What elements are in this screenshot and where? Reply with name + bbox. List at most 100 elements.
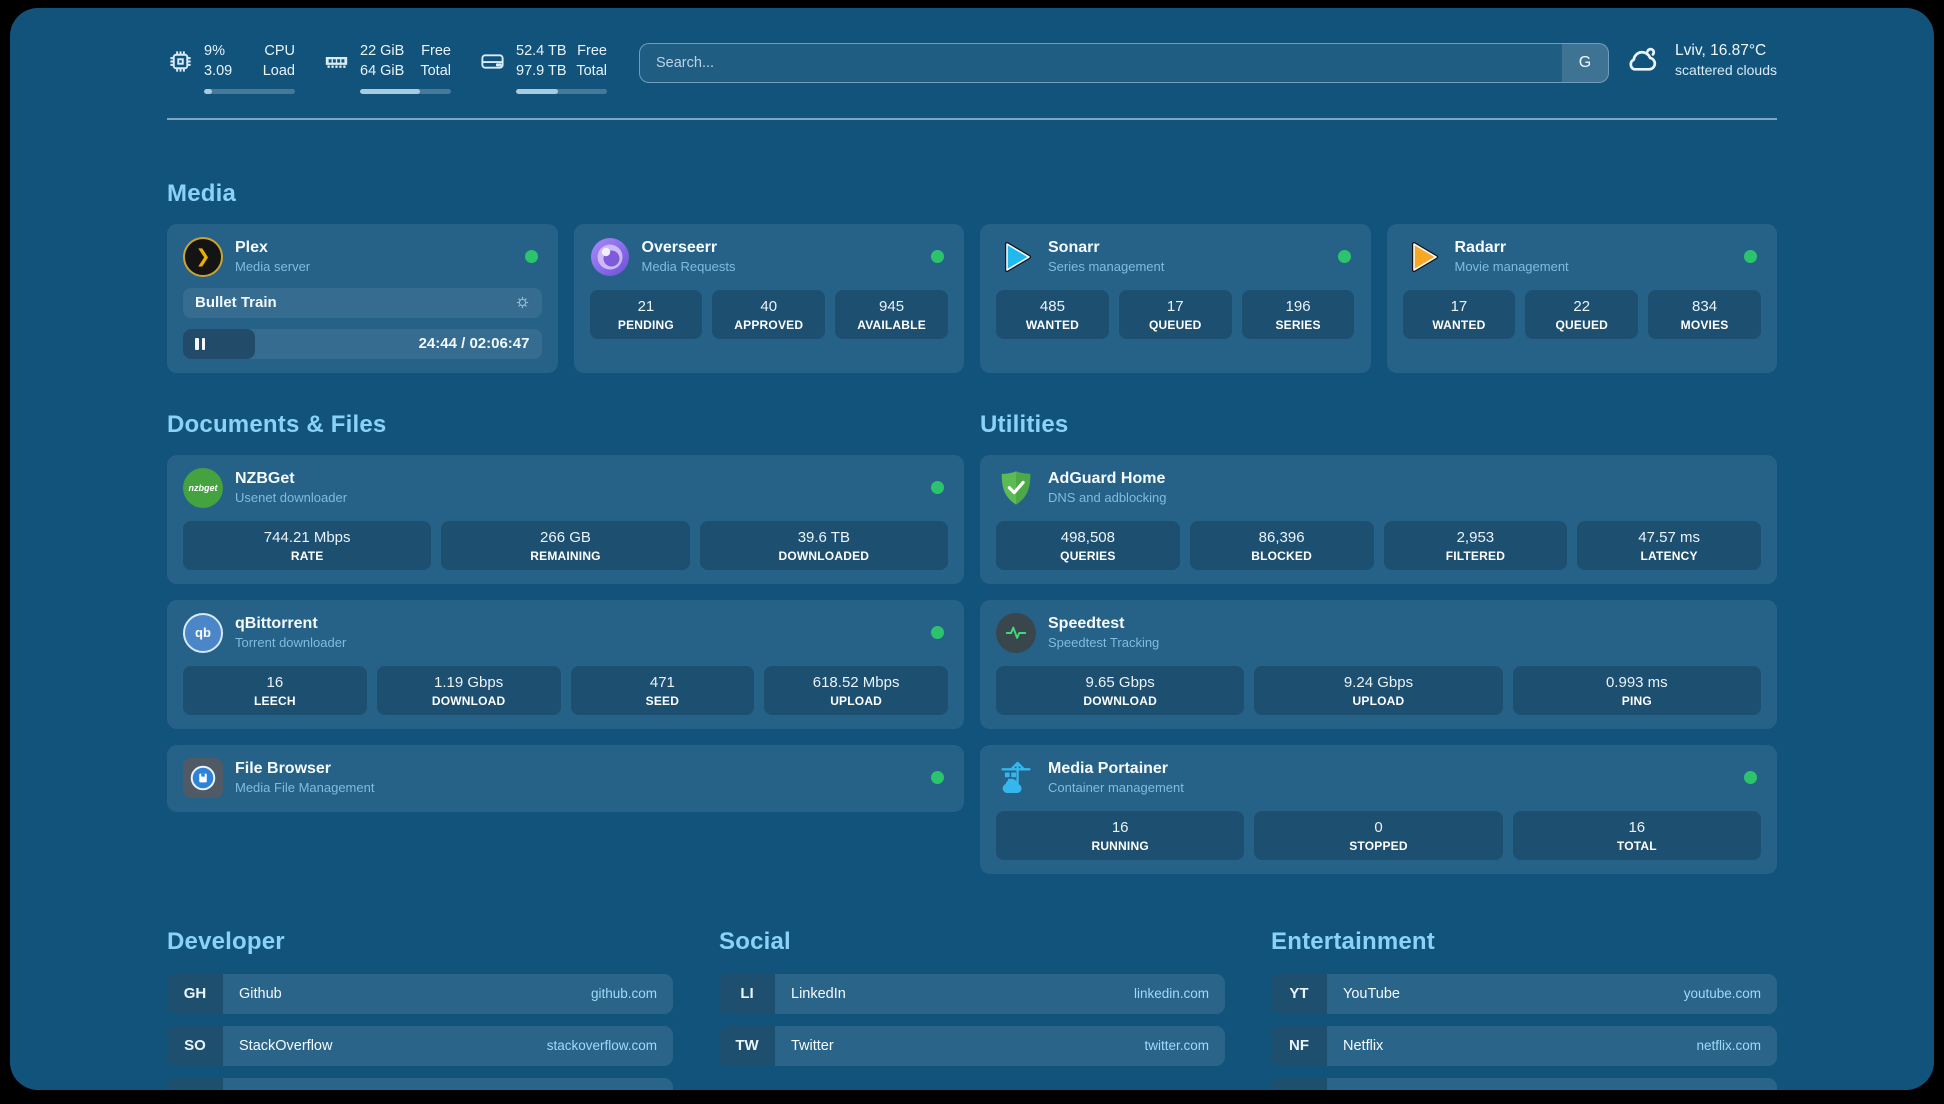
portainer-desc: Container management [1048, 779, 1184, 795]
playback-progress-fill [183, 328, 255, 359]
overseerr-card[interactable]: Overseerr Media Requests 21 PENDING 40 APP… [573, 223, 964, 373]
playback-progress-row[interactable]: 24:44 / 02:06:47 [183, 328, 542, 359]
stat-box: 196 SERIES [1241, 289, 1355, 339]
section-utilities: Utilities AdGuard Home DNS and adblockin… [980, 411, 1777, 874]
disk-free-label: Free [577, 43, 607, 59]
netflix-abbr: NF [1271, 1025, 1327, 1066]
plex-name: Plex [235, 238, 268, 256]
filebrowser-status-dot [931, 771, 944, 785]
system-stats: 9% 3.09 CPU Load 22 GiB 64 GiB Free Total [167, 38, 607, 94]
nzbget-desc: Usenet downloader [235, 489, 348, 505]
cpu-load-label: Load [262, 63, 295, 80]
link-reddit[interactable]: RE Redditreddit.com [1271, 1077, 1777, 1090]
overseerr-status-dot [931, 250, 944, 264]
memory-total-value: 64 GiB [360, 63, 405, 80]
now-playing-row[interactable]: Bullet Train [183, 287, 542, 318]
stackoverflow-url: stackoverflow.com [546, 1038, 657, 1054]
qbittorrent-status-dot [931, 626, 944, 640]
portainer-status-dot [1744, 771, 1757, 785]
disk-stat: 52.4 TB 97.9 TB Free Total [479, 41, 607, 94]
stat-box: 16 LEECH [183, 665, 367, 715]
stat-box: 9.65 Gbps DOWNLOAD [996, 665, 1245, 715]
cpu-progress-track [204, 88, 295, 94]
qbittorrent-icon: qb [183, 612, 223, 653]
cpu-load-value: 3.09 [204, 63, 233, 80]
radarr-card[interactable]: Radarr Movie management 17 WANTED 22 QUEUE… [1386, 223, 1777, 373]
link-twitter[interactable]: TW Twitter twitter.com [719, 1025, 1225, 1066]
twitter-name: Twitter [791, 1037, 834, 1054]
overseerr-icon [590, 237, 629, 276]
nzbget-card[interactable]: nzbget NZBGet Usenet downloader 744.21 M… [167, 454, 964, 584]
cpu-progress-fill [204, 88, 213, 94]
memory-free-label: Free [421, 43, 451, 59]
documents-section-title: Documents & Files [167, 410, 387, 438]
sonarr-card[interactable]: Sonarr Series management 485 WANTED 17 QUE… [980, 223, 1371, 373]
stackoverflow-abbr: SO [167, 1025, 223, 1066]
disk-free-value: 52.4 TB [516, 43, 567, 59]
link-dev[interactable]: DT DEVdev.to [167, 1077, 673, 1090]
stat-box: 17 QUEUED [1118, 289, 1232, 339]
now-playing-title: Bullet Train [195, 294, 277, 312]
portainer-name: Media Portainer [1048, 759, 1169, 777]
developer-section-title: Developer [167, 927, 285, 955]
radarr-name: Radarr [1454, 238, 1507, 256]
link-netflix[interactable]: NF Netflix netflix.com [1271, 1025, 1777, 1066]
stat-box: 0 STOPPED [1254, 810, 1503, 860]
stat-box: 744.21 Mbps RATE [183, 520, 432, 570]
stat-box: 618.52 Mbps UPLOAD [764, 665, 948, 715]
github-name: Github [239, 985, 282, 1002]
sonarr-status-dot [1337, 250, 1351, 264]
search-input[interactable] [640, 44, 1562, 82]
cpu-stat: 9% 3.09 CPU Load [167, 41, 295, 94]
adguard-card[interactable]: AdGuard Home DNS and adblocking 498,508 Q… [980, 454, 1777, 584]
section-entertainment: Entertainment YT YouTube youtube.com NF N… [1271, 928, 1777, 1090]
entertainment-section-title: Entertainment [1271, 927, 1435, 955]
section-documents: Documents & Files nzbget NZBGet Usenet d… [167, 411, 964, 874]
player-settings-icon[interactable] [515, 295, 530, 310]
qbittorrent-desc: Torrent downloader [235, 634, 347, 650]
radarr-status-dot [1744, 250, 1757, 264]
netflix-url: netflix.com [1696, 1038, 1761, 1054]
overseerr-name: Overseerr [641, 238, 718, 256]
youtube-url: youtube.com [1683, 986, 1761, 1002]
link-stackoverflow[interactable]: SO StackOverflow stackoverflow.com [167, 1025, 673, 1066]
adguard-name: AdGuard Home [1048, 469, 1166, 487]
stat-box: 86,396 BLOCKED [1189, 520, 1374, 570]
qbittorrent-card[interactable]: qb qBittorrent Torrent downloader 16 LEEC… [167, 599, 964, 729]
stat-box: 834 MOVIES [1648, 289, 1761, 339]
speedtest-name: Speedtest [1048, 614, 1125, 632]
pause-icon[interactable] [195, 337, 205, 350]
filebrowser-card[interactable]: File Browser Media File Management [167, 744, 964, 812]
top-bar: 9% 3.09 CPU Load 22 GiB 64 GiB Free Total [167, 38, 1777, 94]
portainer-card[interactable]: Media Portainer Container management 16 R… [980, 744, 1777, 874]
link-linkedin[interactable]: LI LinkedIn linkedin.com [719, 973, 1225, 1014]
stat-box: 22 QUEUED [1525, 289, 1639, 339]
weather-condition: scattered clouds [1675, 61, 1777, 78]
weather-location-temp: Lviv, 16.87°C [1675, 42, 1767, 60]
speedtest-icon [996, 612, 1036, 653]
filebrowser-icon [183, 757, 223, 798]
ram-icon [325, 56, 348, 68]
disk-total-label: Total [576, 63, 607, 80]
plex-card[interactable]: ❯ Plex Media server Bullet Train [167, 223, 558, 373]
memory-progress-fill [360, 88, 421, 94]
section-developer: Developer GH Github github.com SO StackOv… [167, 928, 673, 1090]
filebrowser-desc: Media File Management [235, 779, 375, 795]
plex-status-dot [524, 250, 538, 264]
search-engine-button[interactable]: G [1562, 44, 1608, 82]
filebrowser-name: File Browser [235, 759, 332, 777]
cpu-label: CPU [264, 43, 295, 59]
memory-stat: 22 GiB 64 GiB Free Total [323, 41, 451, 94]
stat-box: 47.57 ms LATENCY [1577, 520, 1761, 570]
stat-box: 471 SEED [570, 665, 755, 715]
linkedin-name: LinkedIn [791, 985, 846, 1002]
stat-box: 9.24 Gbps UPLOAD [1254, 665, 1503, 715]
link-github[interactable]: GH Github github.com [167, 973, 673, 1014]
speedtest-card[interactable]: Speedtest Speedtest Tracking 9.65 Gbps DO… [980, 599, 1777, 729]
playback-time: 24:44 / 02:06:47 [418, 335, 530, 353]
sonarr-name: Sonarr [1048, 238, 1100, 256]
memory-free-value: 22 GiB [360, 43, 405, 59]
dev-abbr: DT [167, 1077, 223, 1090]
link-youtube[interactable]: YT YouTube youtube.com [1271, 973, 1777, 1014]
memory-progress-track [360, 88, 451, 94]
